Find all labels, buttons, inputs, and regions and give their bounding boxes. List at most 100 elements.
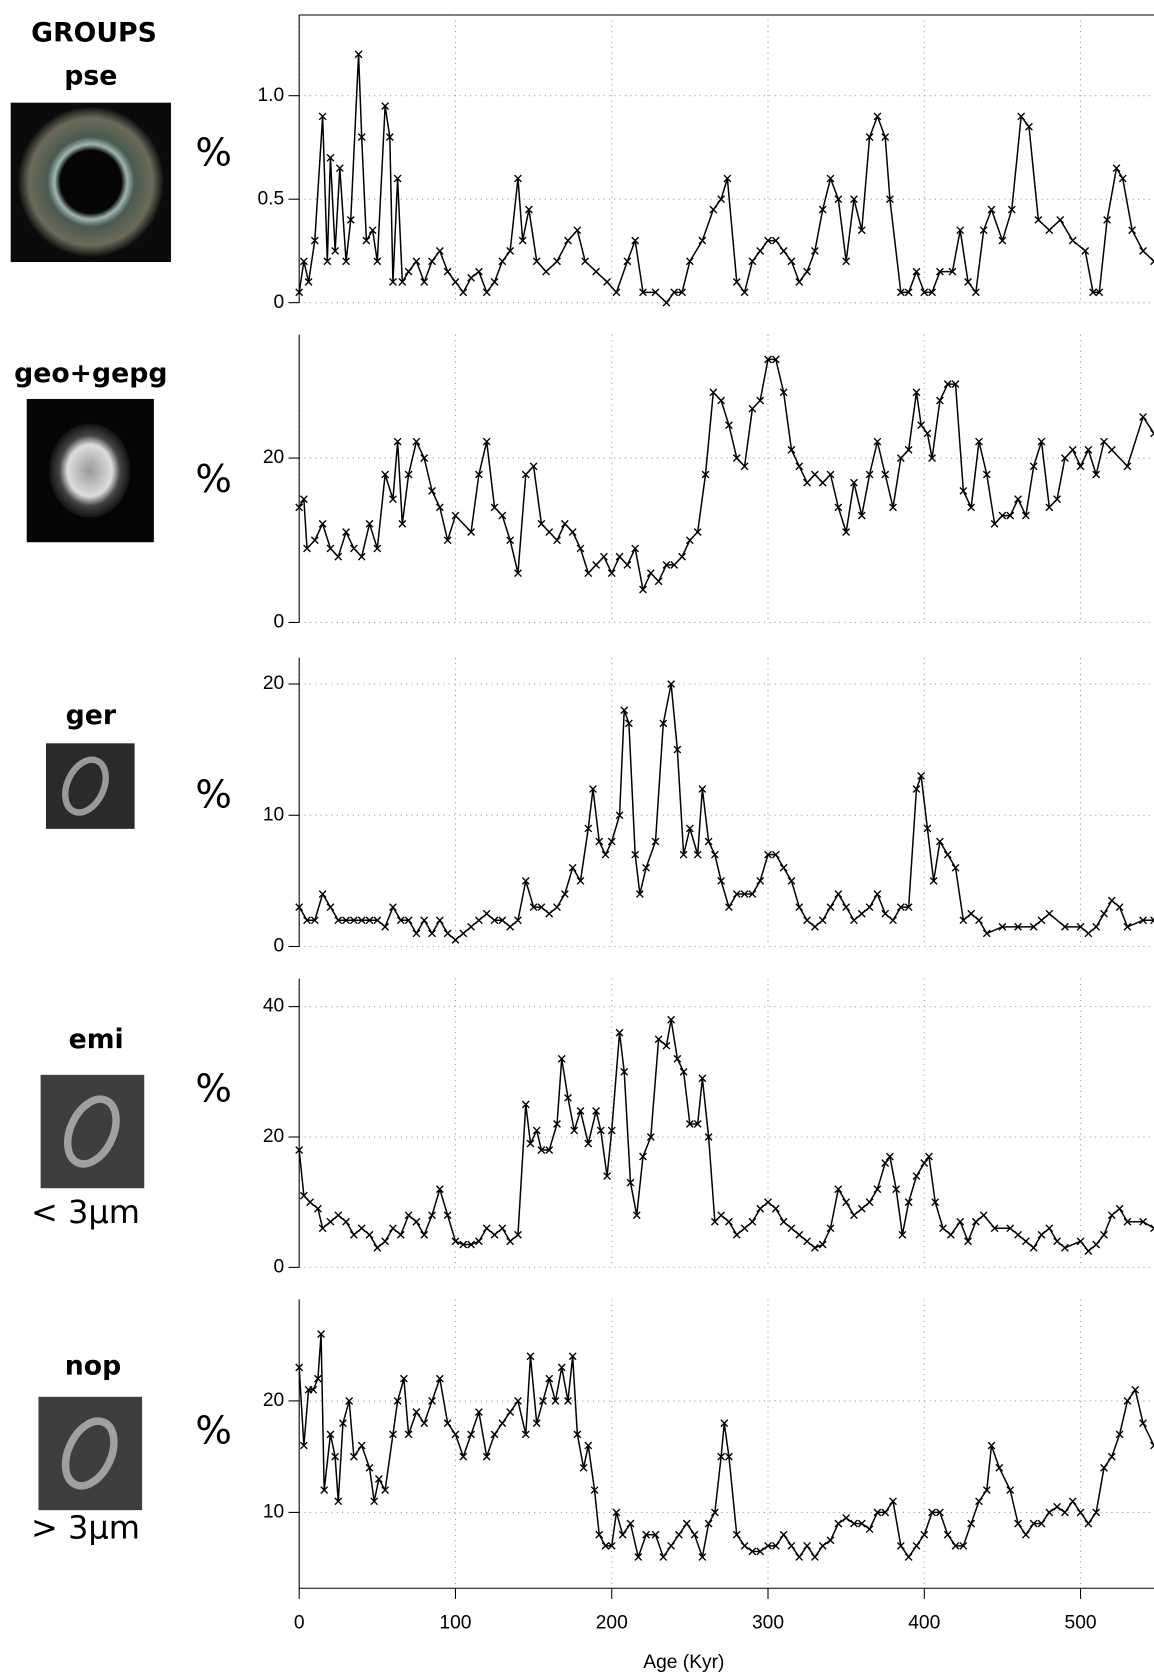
data-marker xyxy=(370,1497,379,1506)
data-marker xyxy=(948,267,957,276)
data-marker xyxy=(756,876,765,885)
data-marker xyxy=(1123,1397,1132,1405)
data-marker xyxy=(345,1397,354,1405)
data-marker xyxy=(998,511,1007,520)
data-marker xyxy=(335,164,344,173)
y-tick-label: 10 xyxy=(263,804,284,825)
data-marker xyxy=(576,544,585,553)
data-marker xyxy=(373,544,382,553)
data-marker xyxy=(818,916,827,925)
data-marker xyxy=(623,257,632,266)
data-marker xyxy=(826,903,835,912)
data-marker xyxy=(568,863,577,872)
data-marker xyxy=(615,1028,624,1037)
data-marker xyxy=(581,257,590,266)
data-marker xyxy=(1103,215,1112,224)
data-marker xyxy=(748,890,757,898)
data-marker xyxy=(381,1237,390,1246)
data-marker xyxy=(326,544,335,553)
data-marker xyxy=(557,1363,566,1372)
data-marker xyxy=(310,236,319,245)
data-marker xyxy=(756,247,765,255)
data-marker xyxy=(1131,1385,1140,1394)
data-marker xyxy=(928,1508,937,1517)
data-marker xyxy=(299,1441,308,1450)
y-axis-label: % xyxy=(195,772,232,817)
data-marker xyxy=(925,1152,933,1161)
data-marker xyxy=(904,1553,913,1561)
data-marker xyxy=(951,380,960,388)
data-marker xyxy=(857,909,866,918)
data-marker xyxy=(748,257,757,266)
data-marker xyxy=(596,1126,605,1135)
x-tick-label: 300 xyxy=(752,1613,784,1634)
data-marker xyxy=(818,1240,827,1249)
data-marker xyxy=(334,552,343,561)
data-marker xyxy=(389,495,397,504)
data-marker xyxy=(639,1152,647,1161)
data-marker xyxy=(698,1553,707,1561)
data-marker xyxy=(474,1408,483,1416)
data-marker xyxy=(678,552,686,561)
data-marker xyxy=(990,1224,999,1233)
data-marker xyxy=(615,811,624,820)
data-marker xyxy=(987,1441,996,1450)
group-label: nop xyxy=(65,1350,121,1381)
data-marker xyxy=(592,1107,601,1115)
data-marker xyxy=(673,1054,682,1063)
data-marker xyxy=(709,388,718,397)
x-tick-label: 200 xyxy=(596,1613,628,1634)
data-marker xyxy=(314,1204,322,1213)
data-marker xyxy=(771,1541,780,1550)
data-marker xyxy=(693,528,702,536)
data-marker xyxy=(779,247,788,255)
data-marker xyxy=(334,1497,343,1506)
data-marker xyxy=(634,1553,643,1561)
data-marker xyxy=(1029,1243,1038,1252)
data-marker xyxy=(323,257,332,266)
data-marker xyxy=(1095,288,1104,297)
data-marker xyxy=(1068,445,1077,454)
data-marker xyxy=(365,519,374,528)
data-marker xyxy=(1076,1237,1085,1246)
thumbnail xyxy=(40,1074,145,1189)
data-marker xyxy=(451,278,460,286)
y-tick-label: 20 xyxy=(263,1390,284,1411)
data-marker xyxy=(865,1525,874,1534)
data-marker xyxy=(896,903,905,912)
data-marker xyxy=(1021,511,1030,520)
data-marker xyxy=(374,1475,383,1483)
data-marker xyxy=(584,1139,593,1148)
data-marker xyxy=(1081,247,1090,255)
y-tick-label: 20 xyxy=(263,1126,284,1147)
data-marker xyxy=(354,50,363,59)
data-marker xyxy=(295,903,304,912)
data-marker xyxy=(873,890,882,898)
data-marker xyxy=(1150,916,1154,925)
data-marker xyxy=(803,916,811,925)
y-axis-label: % xyxy=(195,1066,232,1111)
data-marker xyxy=(732,890,741,898)
data-marker xyxy=(998,922,1007,931)
data-marker xyxy=(881,133,890,142)
data-marker xyxy=(717,1211,726,1220)
data-marker xyxy=(398,519,407,528)
data-marker xyxy=(451,1237,460,1246)
data-marker xyxy=(679,850,688,859)
data-marker xyxy=(740,1541,749,1550)
data-marker xyxy=(339,1419,347,1428)
data-marker xyxy=(318,112,327,121)
data-marker xyxy=(545,1146,554,1154)
data-marker xyxy=(368,226,377,235)
data-marker xyxy=(389,1430,397,1439)
data-marker xyxy=(349,916,358,925)
data-marker xyxy=(732,454,741,462)
data-marker xyxy=(1089,288,1097,297)
data-marker xyxy=(420,1419,429,1428)
data-marker xyxy=(1150,257,1154,266)
data-marker xyxy=(420,916,429,925)
data-marker xyxy=(923,429,932,438)
data-marker xyxy=(951,863,960,872)
data-marker xyxy=(975,1497,983,1506)
y-tick-label: 0 xyxy=(274,936,285,957)
